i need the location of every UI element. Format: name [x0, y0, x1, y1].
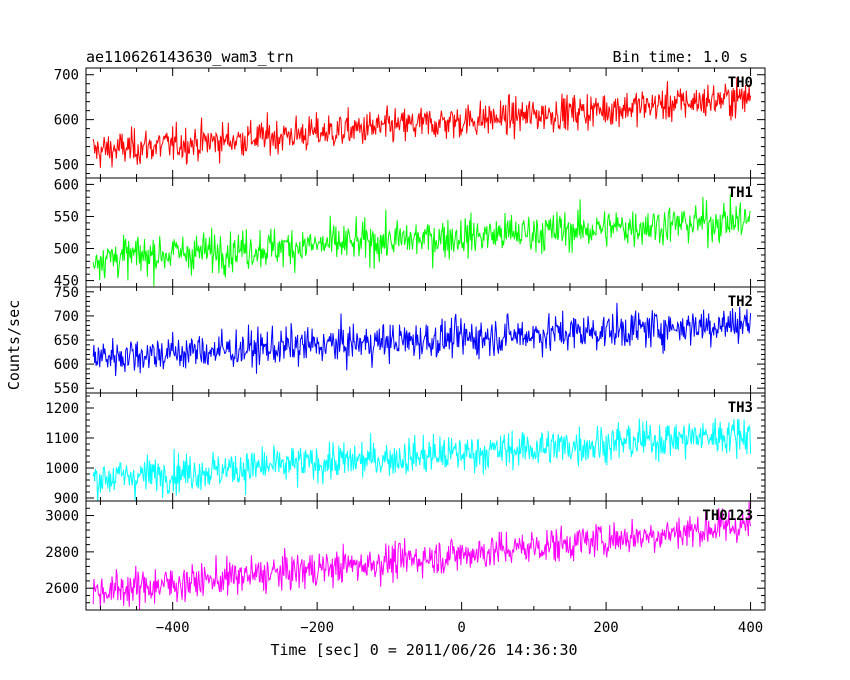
- y-tick-label: 450: [54, 274, 79, 290]
- y-tick-label: 900: [54, 491, 79, 507]
- panel-th1: 450 500 550 600 TH1: [54, 177, 766, 290]
- series-line-th1: [92, 194, 751, 287]
- x-tick-label: −400: [156, 620, 190, 636]
- x-axis-label: Time [sec] 0 = 2011/06/26 14:36:30: [270, 641, 577, 659]
- band-label-th0: TH0: [728, 75, 753, 91]
- band-label-th2: TH2: [728, 294, 753, 310]
- panel-th3: 900 1000 1100 1200 TH3: [45, 392, 766, 507]
- y-tick-label: 650: [54, 333, 79, 349]
- series-line-th3: [92, 418, 752, 501]
- band-label-th3: TH3: [728, 400, 753, 416]
- x-tick-label: 0: [457, 620, 465, 636]
- y-tick-label: 500: [54, 242, 79, 258]
- y-tick-label: 2600: [45, 581, 79, 597]
- band-label-th1: TH1: [728, 185, 753, 201]
- y-tick-label: 3000: [45, 509, 79, 525]
- y-tick-label: 700: [54, 68, 79, 84]
- y-tick-label: 600: [54, 357, 79, 373]
- band-label-th0123: TH0123: [702, 508, 753, 524]
- bin-time-label: Bin time: 1.0 s: [613, 48, 748, 66]
- chart-title: ae110626143630_wam3_trn: [86, 48, 294, 66]
- y-tick-label: 750: [54, 285, 79, 301]
- y-tick-label: 1000: [45, 461, 79, 477]
- y-axis-label: Counts/sec: [5, 300, 23, 390]
- y-tick-label: 1200: [45, 401, 79, 417]
- panel-th2: 550 600 650 700 750 TH2: [54, 285, 766, 397]
- y-tick-label: 2800: [45, 545, 79, 561]
- panels-group: 500 600 700 TH0 450 500 550 600 TH1 550 600 650 700 7…: [45, 67, 766, 611]
- panel-th0123: 2600 2800 3000 TH0123: [45, 500, 766, 611]
- y-tick-label: 700: [54, 309, 79, 325]
- panel-frame: [85, 67, 766, 179]
- series-line-th2: [92, 302, 752, 377]
- x-tick-label: 200: [593, 620, 618, 636]
- x-tick-label: 400: [738, 620, 763, 636]
- y-tick-label: 500: [54, 158, 79, 174]
- panel-th0: 500 600 700 TH0: [54, 67, 766, 179]
- y-tick-label: 550: [54, 209, 79, 225]
- x-tick-label: −200: [300, 620, 334, 636]
- series-line-th0123: [92, 501, 752, 610]
- y-tick-label: 550: [54, 381, 79, 397]
- series-line-th0: [92, 77, 752, 168]
- x-tick-labels: −400 −200 0 200 400: [156, 620, 763, 636]
- y-tick-label: 1100: [45, 431, 79, 447]
- y-tick-label: 600: [54, 113, 79, 129]
- y-tick-label: 600: [54, 177, 79, 193]
